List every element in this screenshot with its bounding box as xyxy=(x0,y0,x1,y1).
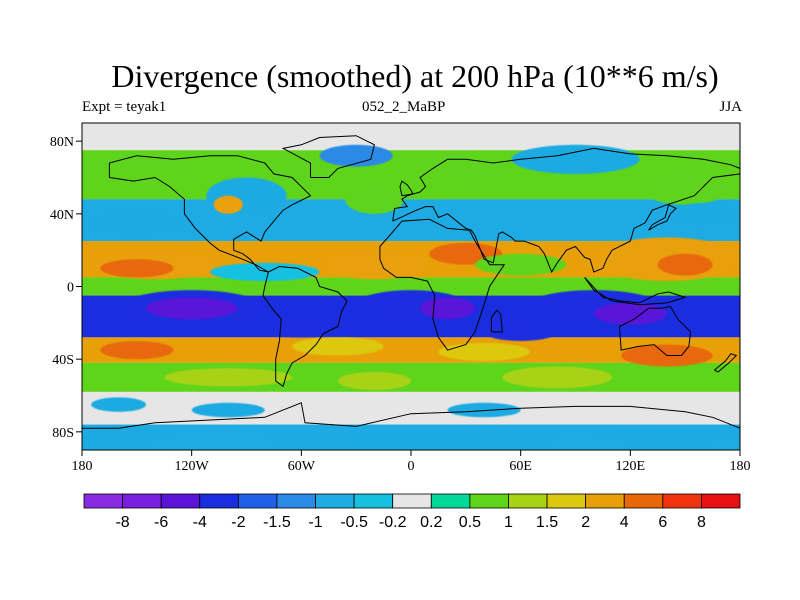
x-tick-label-3: 0 xyxy=(408,459,415,474)
colorbar-swatch-5 xyxy=(276,493,316,509)
colorbar-label-6: -0.5 xyxy=(340,514,368,531)
field-feature-30 xyxy=(438,342,530,361)
field-band-8 xyxy=(82,391,740,425)
coastline-new-zealand xyxy=(714,353,738,373)
field-feature-31 xyxy=(502,366,613,389)
coastlines xyxy=(82,135,741,429)
field-feature-38 xyxy=(264,431,558,447)
plot-area xyxy=(81,122,741,451)
field-feature-8 xyxy=(639,168,731,205)
x-tick-label-1: 120W xyxy=(175,459,210,474)
field-feature-32 xyxy=(164,368,293,387)
field-feature-2 xyxy=(213,195,243,214)
coastline-australia xyxy=(618,305,692,356)
colorbar-swatch-2 xyxy=(160,493,201,509)
colorbar-swatch-10 xyxy=(469,493,509,509)
y-tick-label-4: 80S xyxy=(52,426,74,441)
field-feature-39 xyxy=(593,428,740,443)
field-feature-33 xyxy=(337,371,412,391)
colorbar-label-11: 1.5 xyxy=(536,514,558,531)
colorbar-swatch-12 xyxy=(546,493,587,509)
divergence-field xyxy=(82,123,740,450)
coastline-madagascar xyxy=(490,309,503,333)
colorbar-label-12: 2 xyxy=(581,514,590,531)
x-tick-label-4: 60E xyxy=(509,459,532,474)
colorbar-swatch-16 xyxy=(701,493,741,509)
colorbar-label-15: 8 xyxy=(697,514,706,531)
x-tick-label-6: 180 xyxy=(730,459,751,474)
coastline-japan xyxy=(648,204,677,231)
field-feature-9 xyxy=(670,202,737,225)
colorbar-swatch-9 xyxy=(430,493,471,509)
coastline-uk xyxy=(399,180,414,197)
colorbar-label-10: 1 xyxy=(504,514,513,531)
colorbar-label-1: -6 xyxy=(154,514,168,531)
field-feature-4 xyxy=(319,144,393,167)
x-axis: 180 120W 60W 0 60E 120E 180 xyxy=(72,450,751,474)
colorbar-swatch-14 xyxy=(623,493,664,509)
colorbar-label-5: -1 xyxy=(308,514,322,531)
run-label: 052_2_MaBP xyxy=(362,99,446,115)
coastline-indonesia xyxy=(584,277,687,306)
coastline-south-america xyxy=(262,265,348,388)
field-band-0 xyxy=(82,123,740,151)
field-feature-5 xyxy=(345,184,404,214)
coastline-africa xyxy=(379,218,506,351)
y-tick-label-3: 40S xyxy=(52,353,74,368)
colorbar-label-3: -2 xyxy=(231,514,245,531)
colorbar-swatch-0 xyxy=(83,493,123,509)
experiment-label: Expt = teyak1 xyxy=(82,99,167,115)
colorbar-swatch-13 xyxy=(585,493,625,509)
field-feature-18 xyxy=(209,262,320,282)
coastline-antarctica xyxy=(82,402,741,429)
colorbar-label-0: -8 xyxy=(115,514,129,531)
colorbar-swatch-1 xyxy=(122,493,162,509)
colorbar-swatch-11 xyxy=(508,493,548,509)
coastline-north-america xyxy=(108,155,312,273)
field-feature-35 xyxy=(91,397,146,412)
field-feature-36 xyxy=(447,402,521,418)
chart-title: Divergence (smoothed) at 200 hPa (10**6 … xyxy=(111,58,719,94)
y-tick-label-0: 80N xyxy=(50,135,74,150)
field-feature-6 xyxy=(420,153,512,183)
colorbar-label-8: 0.2 xyxy=(420,514,442,531)
field-feature-10 xyxy=(91,212,183,234)
coastline-greenland xyxy=(281,135,375,178)
field-feature-29 xyxy=(292,337,384,356)
colorbar-swatch-8 xyxy=(392,493,432,509)
colorbar-swatch-7 xyxy=(353,493,394,509)
field-feature-12 xyxy=(100,259,174,278)
field-feature-20 xyxy=(145,297,238,320)
x-tick-label-5: 120E xyxy=(616,459,646,474)
field-feature-37 xyxy=(82,428,174,443)
coastline-eurasia xyxy=(392,147,741,274)
colorbar-label-7: -0.2 xyxy=(379,514,407,531)
colorbar-swatch-15 xyxy=(662,493,702,509)
colorbar-label-4: -1.5 xyxy=(263,514,291,531)
colorbar-swatch-3 xyxy=(199,493,239,509)
field-feature-34 xyxy=(191,402,265,418)
field-feature-7 xyxy=(511,144,640,174)
field-feature-17 xyxy=(474,253,567,276)
x-tick-label-2: 60W xyxy=(288,459,316,474)
field-feature-27 xyxy=(100,341,174,360)
season-label: JJA xyxy=(719,99,742,115)
colorbar: -8 -6 -4 -2 -1.5 -1 -0.5 -0.2 0.2 0.5 1 1.5 2 4 6 8 xyxy=(83,493,741,531)
y-tick-label-1: 40N xyxy=(50,208,74,223)
y-tick-label-2: 0 xyxy=(67,281,74,296)
field-feature-13 xyxy=(319,250,430,280)
colorbar-label-13: 4 xyxy=(620,514,629,531)
colorbar-label-9: 0.5 xyxy=(459,514,481,531)
field-feature-25 xyxy=(246,315,357,338)
x-tick-label-0: 180 xyxy=(72,459,93,474)
y-axis: 80N 40N 0 40S 80S xyxy=(50,135,82,441)
colorbar-swatch-4 xyxy=(237,493,278,509)
field-feature-22 xyxy=(420,297,475,320)
field-feature-16 xyxy=(657,253,713,276)
colorbar-label-14: 6 xyxy=(658,514,667,531)
field-feature-3 xyxy=(268,159,335,189)
colorbar-label-2: -4 xyxy=(193,514,207,531)
colorbar-swatch-6 xyxy=(315,493,355,509)
